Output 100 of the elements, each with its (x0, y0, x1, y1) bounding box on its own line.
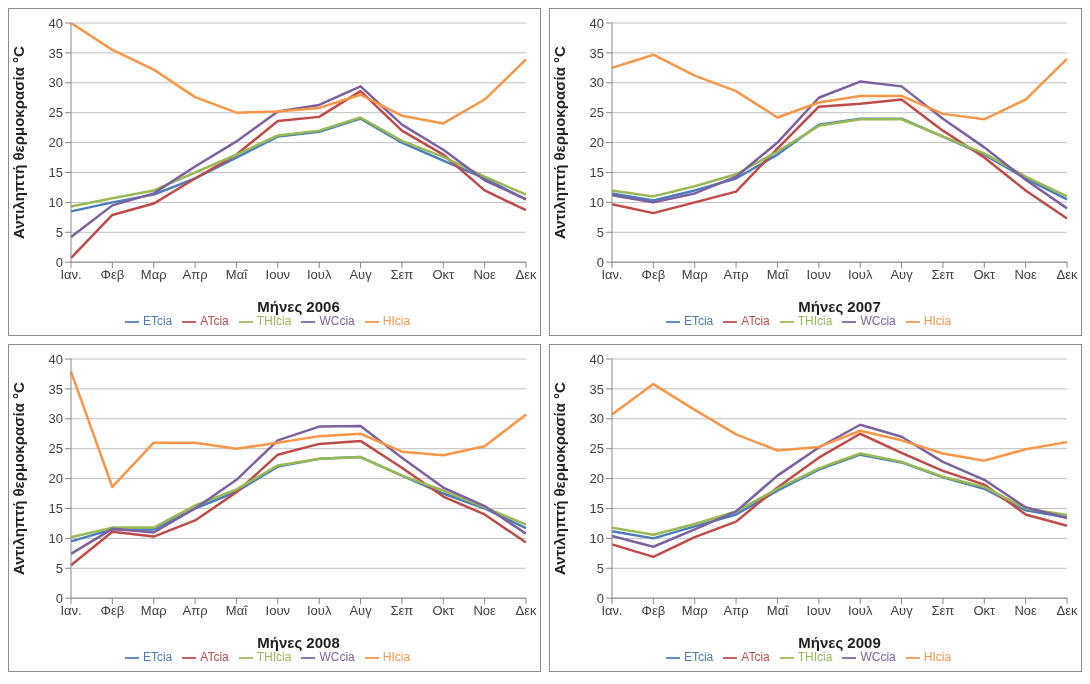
y-tick-label: 0 (596, 254, 604, 270)
y-tick-label: 0 (55, 590, 63, 606)
legend-label: ETcia (683, 314, 714, 329)
x-tick-label: Μαΐ (225, 267, 249, 283)
x-tick-label: Ιουν (806, 267, 832, 283)
x-tick-label: Φεβ (100, 603, 125, 619)
legend-label: ATcia (200, 650, 229, 665)
x-tick-label: Ιουν (806, 603, 832, 619)
x-tick-label: Οκτ (432, 267, 456, 283)
y-tick-label: 35 (48, 381, 63, 397)
y-axis-title: Αντιληπτή θερμοκρασία °C (551, 45, 569, 240)
x-tick-label: Νοε (473, 603, 497, 619)
x-tick-label: Ιαν. (601, 603, 623, 619)
y-tick-label: 30 (48, 75, 63, 91)
y-tick-label: 25 (589, 441, 604, 457)
y-tick-label: 35 (48, 45, 63, 61)
y-tick-label: 10 (589, 530, 604, 546)
y-tick-label: 0 (55, 254, 63, 270)
legend-label: WCcia (319, 650, 355, 665)
x-axis-title: Μήνες 2006 (257, 298, 340, 316)
x-tick-label: Αυγ (349, 603, 373, 619)
y-tick-label: 15 (589, 501, 604, 517)
legend-label: HIcia (923, 314, 952, 329)
x-tick-label: Οκτ (973, 603, 997, 619)
y-tick-label: 25 (48, 441, 63, 457)
x-tick-label: Αυγ (890, 267, 914, 283)
x-tick-label: Σεπ (390, 603, 414, 619)
x-tick-label: Οκτ (973, 267, 997, 283)
legend-label: WCcia (860, 314, 896, 329)
y-tick-label: 15 (48, 165, 63, 181)
x-tick-label: Αυγ (890, 603, 914, 619)
y-tick-label: 5 (596, 560, 604, 576)
x-tick-label: Ιουλ (306, 603, 332, 619)
y-tick-label: 30 (589, 411, 604, 427)
x-tick-label: Δεκ (515, 267, 537, 283)
y-tick-label: 5 (55, 224, 63, 240)
legend-label: WCcia (860, 650, 896, 665)
y-tick-label: 0 (596, 590, 604, 606)
legend-label: ETcia (683, 650, 714, 665)
y-tick-label: 5 (55, 560, 63, 576)
x-tick-label: Φεβ (641, 603, 666, 619)
x-tick-label: Μαρ (681, 603, 708, 619)
y-tick-label: 25 (589, 105, 604, 121)
x-tick-label: Ιαν. (601, 267, 623, 283)
legend-label: HIcia (382, 650, 411, 665)
y-axis-title: Αντιληπτή θερμοκρασία °C (551, 381, 569, 576)
x-tick-label: Ιουν (265, 603, 291, 619)
x-tick-label: Ιαν. (60, 267, 82, 283)
y-tick-label: 5 (596, 224, 604, 240)
x-tick-label: Νοε (1014, 267, 1038, 283)
legend-label: ATcia (741, 650, 770, 665)
x-tick-label: Σεπ (931, 603, 955, 619)
y-tick-label: 20 (48, 135, 63, 151)
legend-label: ATcia (741, 314, 770, 329)
x-tick-label: Σεπ (390, 267, 414, 283)
x-tick-label: Φεβ (100, 267, 125, 283)
x-tick-label: Δεκ (1056, 267, 1078, 283)
x-tick-label: Δεκ (515, 603, 537, 619)
x-tick-label: Ιουλ (306, 267, 332, 283)
y-tick-label: 10 (589, 194, 604, 210)
x-tick-label: Δεκ (1056, 603, 1078, 619)
legend-label: WCcia (319, 314, 355, 329)
x-tick-label: Ιουλ (847, 267, 873, 283)
x-tick-label: Απρ (182, 603, 208, 619)
x-tick-label: Νοε (473, 267, 497, 283)
x-axis-title: Μήνες 2008 (257, 634, 340, 652)
x-tick-label: Αυγ (349, 267, 373, 283)
x-tick-label: Μαΐ (225, 603, 249, 619)
x-axis-title: Μήνες 2007 (798, 298, 881, 316)
y-tick-label: 20 (589, 135, 604, 151)
legend-label: THIcia (256, 314, 292, 329)
x-axis-title: Μήνες 2009 (798, 634, 881, 652)
y-tick-label: 35 (589, 381, 604, 397)
x-tick-label: Μαρ (140, 267, 167, 283)
y-tick-label: 10 (48, 530, 63, 546)
x-tick-label: Μαρ (140, 603, 167, 619)
y-tick-label: 40 (48, 351, 63, 367)
x-tick-label: Ιουν (265, 267, 291, 283)
x-tick-label: Μαΐ (766, 603, 790, 619)
x-tick-label: Απρ (723, 603, 749, 619)
y-tick-label: 20 (48, 471, 63, 487)
y-tick-label: 30 (589, 75, 604, 91)
y-tick-label: 35 (589, 45, 604, 61)
x-tick-label: Μαΐ (766, 267, 790, 283)
x-tick-label: Οκτ (432, 603, 456, 619)
y-tick-label: 40 (589, 351, 604, 367)
legend-label: HIcia (923, 650, 952, 665)
y-tick-label: 30 (48, 411, 63, 427)
y-tick-label: 10 (48, 194, 63, 210)
y-tick-label: 20 (589, 471, 604, 487)
y-axis-title: Αντιληπτή θερμοκρασία °C (10, 45, 28, 240)
legend-label: ETcia (142, 650, 173, 665)
x-tick-label: Σεπ (931, 267, 955, 283)
y-axis-title: Αντιληπτή θερμοκρασία °C (10, 381, 28, 576)
legend-label: THIcia (797, 314, 833, 329)
y-tick-label: 25 (48, 105, 63, 121)
legend-label: ATcia (200, 314, 229, 329)
y-tick-label: 40 (48, 15, 63, 31)
y-tick-label: 15 (48, 501, 63, 517)
x-tick-label: Νοε (1014, 603, 1038, 619)
